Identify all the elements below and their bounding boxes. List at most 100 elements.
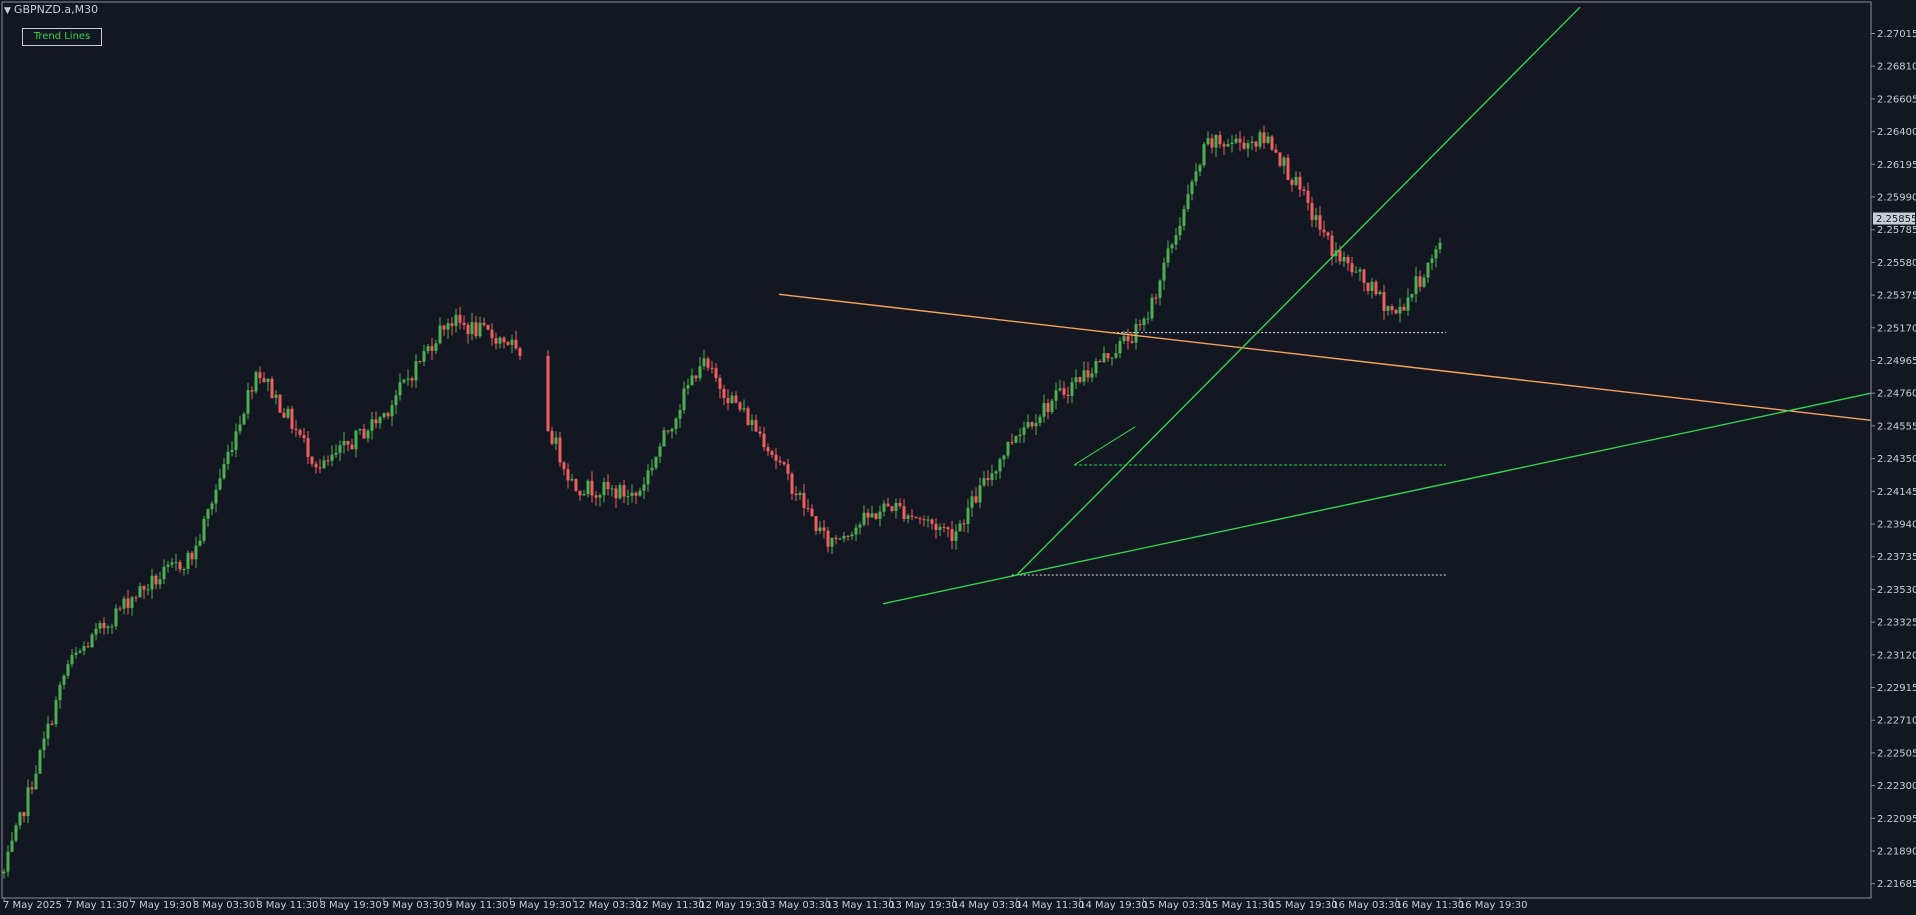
candle-body [1242,142,1246,149]
candle-body [1090,373,1094,378]
candle-body [1046,403,1050,413]
candle-body [818,527,822,531]
candle-body [1278,152,1282,166]
candles-layer [2,125,1442,879]
candle-body [1358,269,1362,272]
price-tick-label: 2.26195 [1877,160,1916,171]
candle-body [646,470,650,485]
candle-body [406,378,410,380]
trend-line[interactable] [1016,392,1872,576]
candle-body [1126,336,1130,342]
candle-body [582,494,586,496]
candle-body [926,519,930,521]
candle-body [1034,423,1038,427]
candle-body [730,395,734,404]
candle-body [962,523,966,525]
candle-body [986,478,990,481]
candle-body [898,503,902,507]
candle-body [1410,294,1414,298]
candle-body [670,428,674,432]
candle-body [1002,455,1006,460]
candle-body [54,700,58,725]
time-axis[interactable]: 7 May 2025 7 May 11:30 7 May 19:30 8 May 03… [3,898,1527,911]
candle-body [226,451,230,465]
candle-body [586,480,590,495]
candle-body [118,608,122,610]
candle-body [698,366,702,379]
candle-body [790,473,794,494]
candle-body [1062,388,1066,395]
candle-body [1330,235,1334,257]
candle-body [50,723,54,725]
candle-body [966,507,970,525]
candle-body [206,509,210,519]
candle-body [442,325,446,330]
price-tick-label: 2.21685 [1877,879,1916,890]
candle-body [1118,341,1122,354]
candle-body [514,339,518,349]
trendlines-layer[interactable] [778,6,1872,605]
candle-body [486,324,490,330]
candle-body [478,322,482,337]
trend-lines-button[interactable]: Trend Lines [22,28,102,46]
time-tick-label: 12 May 19:30 [699,900,768,911]
candle-body [1202,144,1206,166]
candle-body [1162,262,1166,281]
trend-line[interactable] [882,574,1017,605]
candle-body [126,598,130,608]
time-tick-label: 7 May 2025 [3,900,62,911]
candle-body [202,518,206,541]
candle-body [42,738,46,751]
candle-body [1306,190,1310,203]
candle-body [1082,370,1086,382]
candle-body [462,322,466,325]
candle-body [694,375,698,379]
candle-body [710,367,714,369]
time-tick-label: 9 May 19:30 [509,900,571,911]
candle-body [978,485,982,503]
candle-body [626,495,630,497]
candle-body [1154,297,1158,299]
price-tick-label: 2.23735 [1877,552,1916,563]
candle-body [434,343,438,351]
price-tick-label: 2.24350 [1877,454,1916,465]
candle-body [262,378,266,382]
candle-body [918,518,922,520]
candle-body [982,478,986,486]
time-tick-label: 13 May 19:30 [889,900,958,911]
candle-body [238,424,242,432]
candle-body [26,787,30,817]
symbol-title[interactable]: ▼ GBPNZD.a,M30 [4,3,98,16]
candle-body [198,540,202,546]
time-tick-label: 9 May 03:30 [383,900,445,911]
candle-body [326,460,330,462]
candle-body [22,812,26,817]
price-tick-label: 2.25990 [1877,193,1916,204]
candle-body [2,871,6,874]
candle-body [14,825,18,841]
candle-body [1142,318,1146,325]
candle-body [1094,361,1098,374]
candle-body [150,575,154,590]
candle-body [130,597,134,608]
trend-line[interactable] [1016,6,1581,576]
candle-body [778,460,782,463]
price-axis[interactable]: 2.27015 2.26810 2.26605 2.26400 2.26195 2.259… [1871,29,1916,890]
candle-body [546,355,550,431]
candle-body [1182,209,1186,226]
candle-body [814,516,818,531]
candle-body [1302,189,1306,191]
trend-line[interactable] [778,293,1872,422]
candle-body [1290,179,1294,185]
candle-body [286,408,290,418]
candle-body [770,451,774,455]
candle-body [630,492,634,496]
trend-line[interactable] [1073,426,1136,466]
collapse-triangle-icon[interactable]: ▼ [4,6,11,16]
time-tick-label: 12 May 03:30 [573,900,642,911]
candle-body [1150,297,1154,319]
candle-body [214,489,218,504]
candle-body [1030,422,1034,427]
